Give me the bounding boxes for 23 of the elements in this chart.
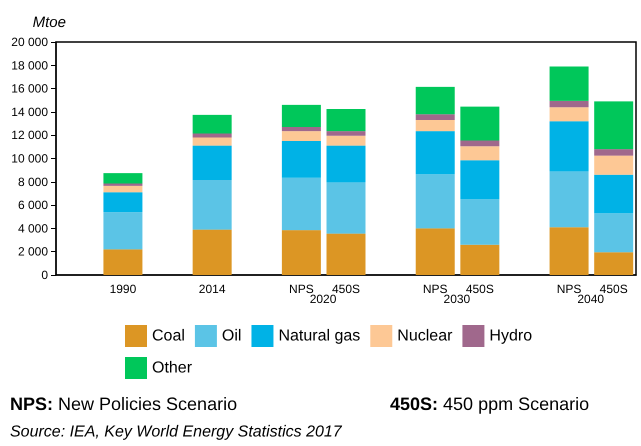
legend-label: Other [152, 360, 193, 376]
y-tick-label: 20 000 [11, 35, 48, 49]
y-tick-label: 2 000 [18, 244, 48, 259]
text: NPS: New Policies Scenario [10, 394, 238, 414]
legend-label: Hydro [489, 328, 532, 344]
y-tick-label: 4 000 [18, 221, 48, 236]
legend-label: Natural gas [278, 328, 360, 344]
y-tick-label: 8 000 [18, 174, 48, 189]
legend-label: Oil [222, 328, 242, 344]
y-tick-label: 18 000 [11, 58, 48, 72]
text: 450S: 450 ppm Scenario [390, 394, 590, 414]
x-tick-label: 2014 [198, 282, 226, 296]
y-axis-title: Mtoe [32, 14, 66, 31]
y-tick-label: 6 000 [18, 198, 48, 212]
x-tick-label: 1990 [110, 282, 137, 296]
y-tick-label: 12 000 [11, 128, 48, 142]
y-tick-label: 0 [41, 268, 48, 282]
source-note: Source: IEA, Key World Energy Statistics 2017 [10, 424, 343, 440]
y-tick-label: 16 000 [11, 82, 48, 96]
y-tick-label: 10 000 [11, 152, 48, 166]
y-tick-label: 14 000 [11, 104, 48, 119]
legend-label: Nuclear [397, 328, 454, 344]
legend-label: Coal [152, 328, 185, 344]
